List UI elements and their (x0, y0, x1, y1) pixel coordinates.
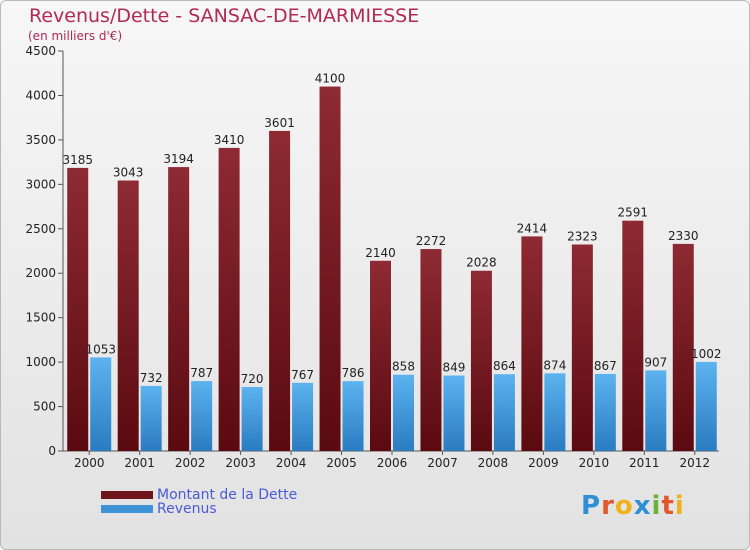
data-label-dette: 2272 (416, 234, 447, 248)
x-tick-label: 2000 (74, 456, 105, 470)
data-label-revenus: 849 (443, 361, 466, 375)
data-label-revenus: 720 (241, 372, 264, 386)
data-label-revenus: 858 (392, 360, 415, 374)
x-tick-label: 2002 (175, 456, 206, 470)
bar-revenus (493, 374, 515, 451)
logo-letter: x (633, 491, 652, 521)
bar-revenus (594, 373, 616, 451)
bar-revenus (443, 375, 465, 451)
data-label-revenus: 907 (644, 355, 667, 369)
bar-revenus (645, 370, 667, 451)
data-label-revenus: 874 (543, 358, 566, 372)
x-tick-label: 2001 (124, 456, 155, 470)
data-label-revenus: 867 (594, 359, 617, 373)
x-tick-label: 2008 (478, 456, 509, 470)
bar-dette (168, 167, 190, 452)
logo-letter: t (661, 491, 675, 521)
bar-revenus (695, 361, 717, 451)
x-tick-label: 2006 (377, 456, 408, 470)
y-tick-label: 2500 (25, 222, 56, 236)
bar-revenus (544, 373, 566, 451)
data-label-dette: 3194 (163, 152, 194, 166)
bar-dette (319, 86, 341, 452)
bar-dette (420, 249, 442, 451)
bar-dette (269, 130, 291, 451)
bar-dette (67, 167, 89, 451)
data-label-dette: 3601 (264, 116, 295, 130)
data-label-revenus: 786 (342, 366, 365, 380)
bar-revenus (140, 385, 162, 451)
bar-dette (672, 243, 694, 451)
data-label-dette: 2140 (365, 246, 396, 260)
data-label-dette: 2591 (618, 206, 649, 220)
bar-revenus (191, 381, 213, 451)
x-tick-label: 2009 (528, 456, 559, 470)
bar-dette (571, 244, 593, 451)
y-tick-label: 3500 (25, 133, 56, 147)
data-label-dette: 3185 (62, 153, 93, 167)
data-label-revenus: 1053 (85, 342, 116, 356)
legend-label-revenus: Revenus (157, 501, 217, 517)
y-tick-label: 4500 (25, 44, 56, 58)
x-tick-label: 2012 (679, 456, 710, 470)
y-tick-label: 1500 (25, 311, 56, 325)
x-tick-label: 2005 (326, 456, 357, 470)
legend-label-dette: Montant de la Dette (157, 487, 298, 503)
bar-dette (521, 236, 543, 451)
bar-revenus (241, 387, 263, 451)
bar-dette (622, 220, 644, 451)
bar-revenus (90, 357, 112, 451)
y-tick-label: 1000 (25, 355, 56, 369)
data-label-revenus: 1002 (691, 347, 722, 361)
bar-dette (470, 270, 492, 451)
x-tick-label: 2007 (427, 456, 458, 470)
y-tick-label: 3000 (25, 177, 56, 191)
data-label-dette: 4100 (315, 72, 346, 86)
data-label-dette: 2330 (668, 229, 699, 243)
y-tick-label: 4000 (25, 88, 56, 102)
chart-subtitle: (en milliers d'€) (28, 29, 123, 43)
data-label-dette: 3043 (113, 166, 144, 180)
y-tick-label: 500 (33, 400, 56, 414)
x-tick-label: 2003 (225, 456, 256, 470)
logo-letter: r (601, 491, 615, 521)
data-label-dette: 3410 (214, 133, 245, 147)
bar-dette (370, 260, 391, 451)
logo-letter: i (674, 491, 685, 521)
data-label-revenus: 732 (140, 371, 163, 385)
data-label-dette: 2414 (517, 221, 548, 235)
y-tick-label: 0 (48, 444, 56, 458)
chart-title: Revenus/Dette - SANSAC-DE-MARMIESSE (29, 5, 420, 27)
bar-dette (218, 147, 240, 451)
bar-revenus (292, 382, 314, 451)
legend-item-dette: Montant de la Dette (101, 487, 297, 503)
data-label-dette: 2323 (567, 230, 598, 244)
legend-swatch-dette (101, 491, 153, 499)
y-tick-label: 2000 (25, 266, 56, 280)
x-tick-label: 2010 (579, 456, 610, 470)
data-label-dette: 2028 (466, 256, 497, 270)
legend-item-revenus: Revenus (101, 501, 217, 517)
bar-revenus (393, 374, 414, 451)
x-tick-label: 2004 (276, 456, 307, 470)
proxiti-logo: Proxiti (581, 491, 685, 521)
bar-dette (117, 180, 139, 451)
data-label-revenus: 864 (493, 359, 516, 373)
logo-letter: P (581, 491, 602, 521)
data-label-revenus: 787 (190, 366, 213, 380)
logo-letter: i (651, 491, 662, 521)
data-label-revenus: 767 (291, 368, 314, 382)
x-tick-label: 2011 (629, 456, 660, 470)
legend-swatch-revenus (101, 505, 153, 513)
logo-letter: o (614, 491, 634, 521)
bar-revenus (342, 381, 364, 451)
